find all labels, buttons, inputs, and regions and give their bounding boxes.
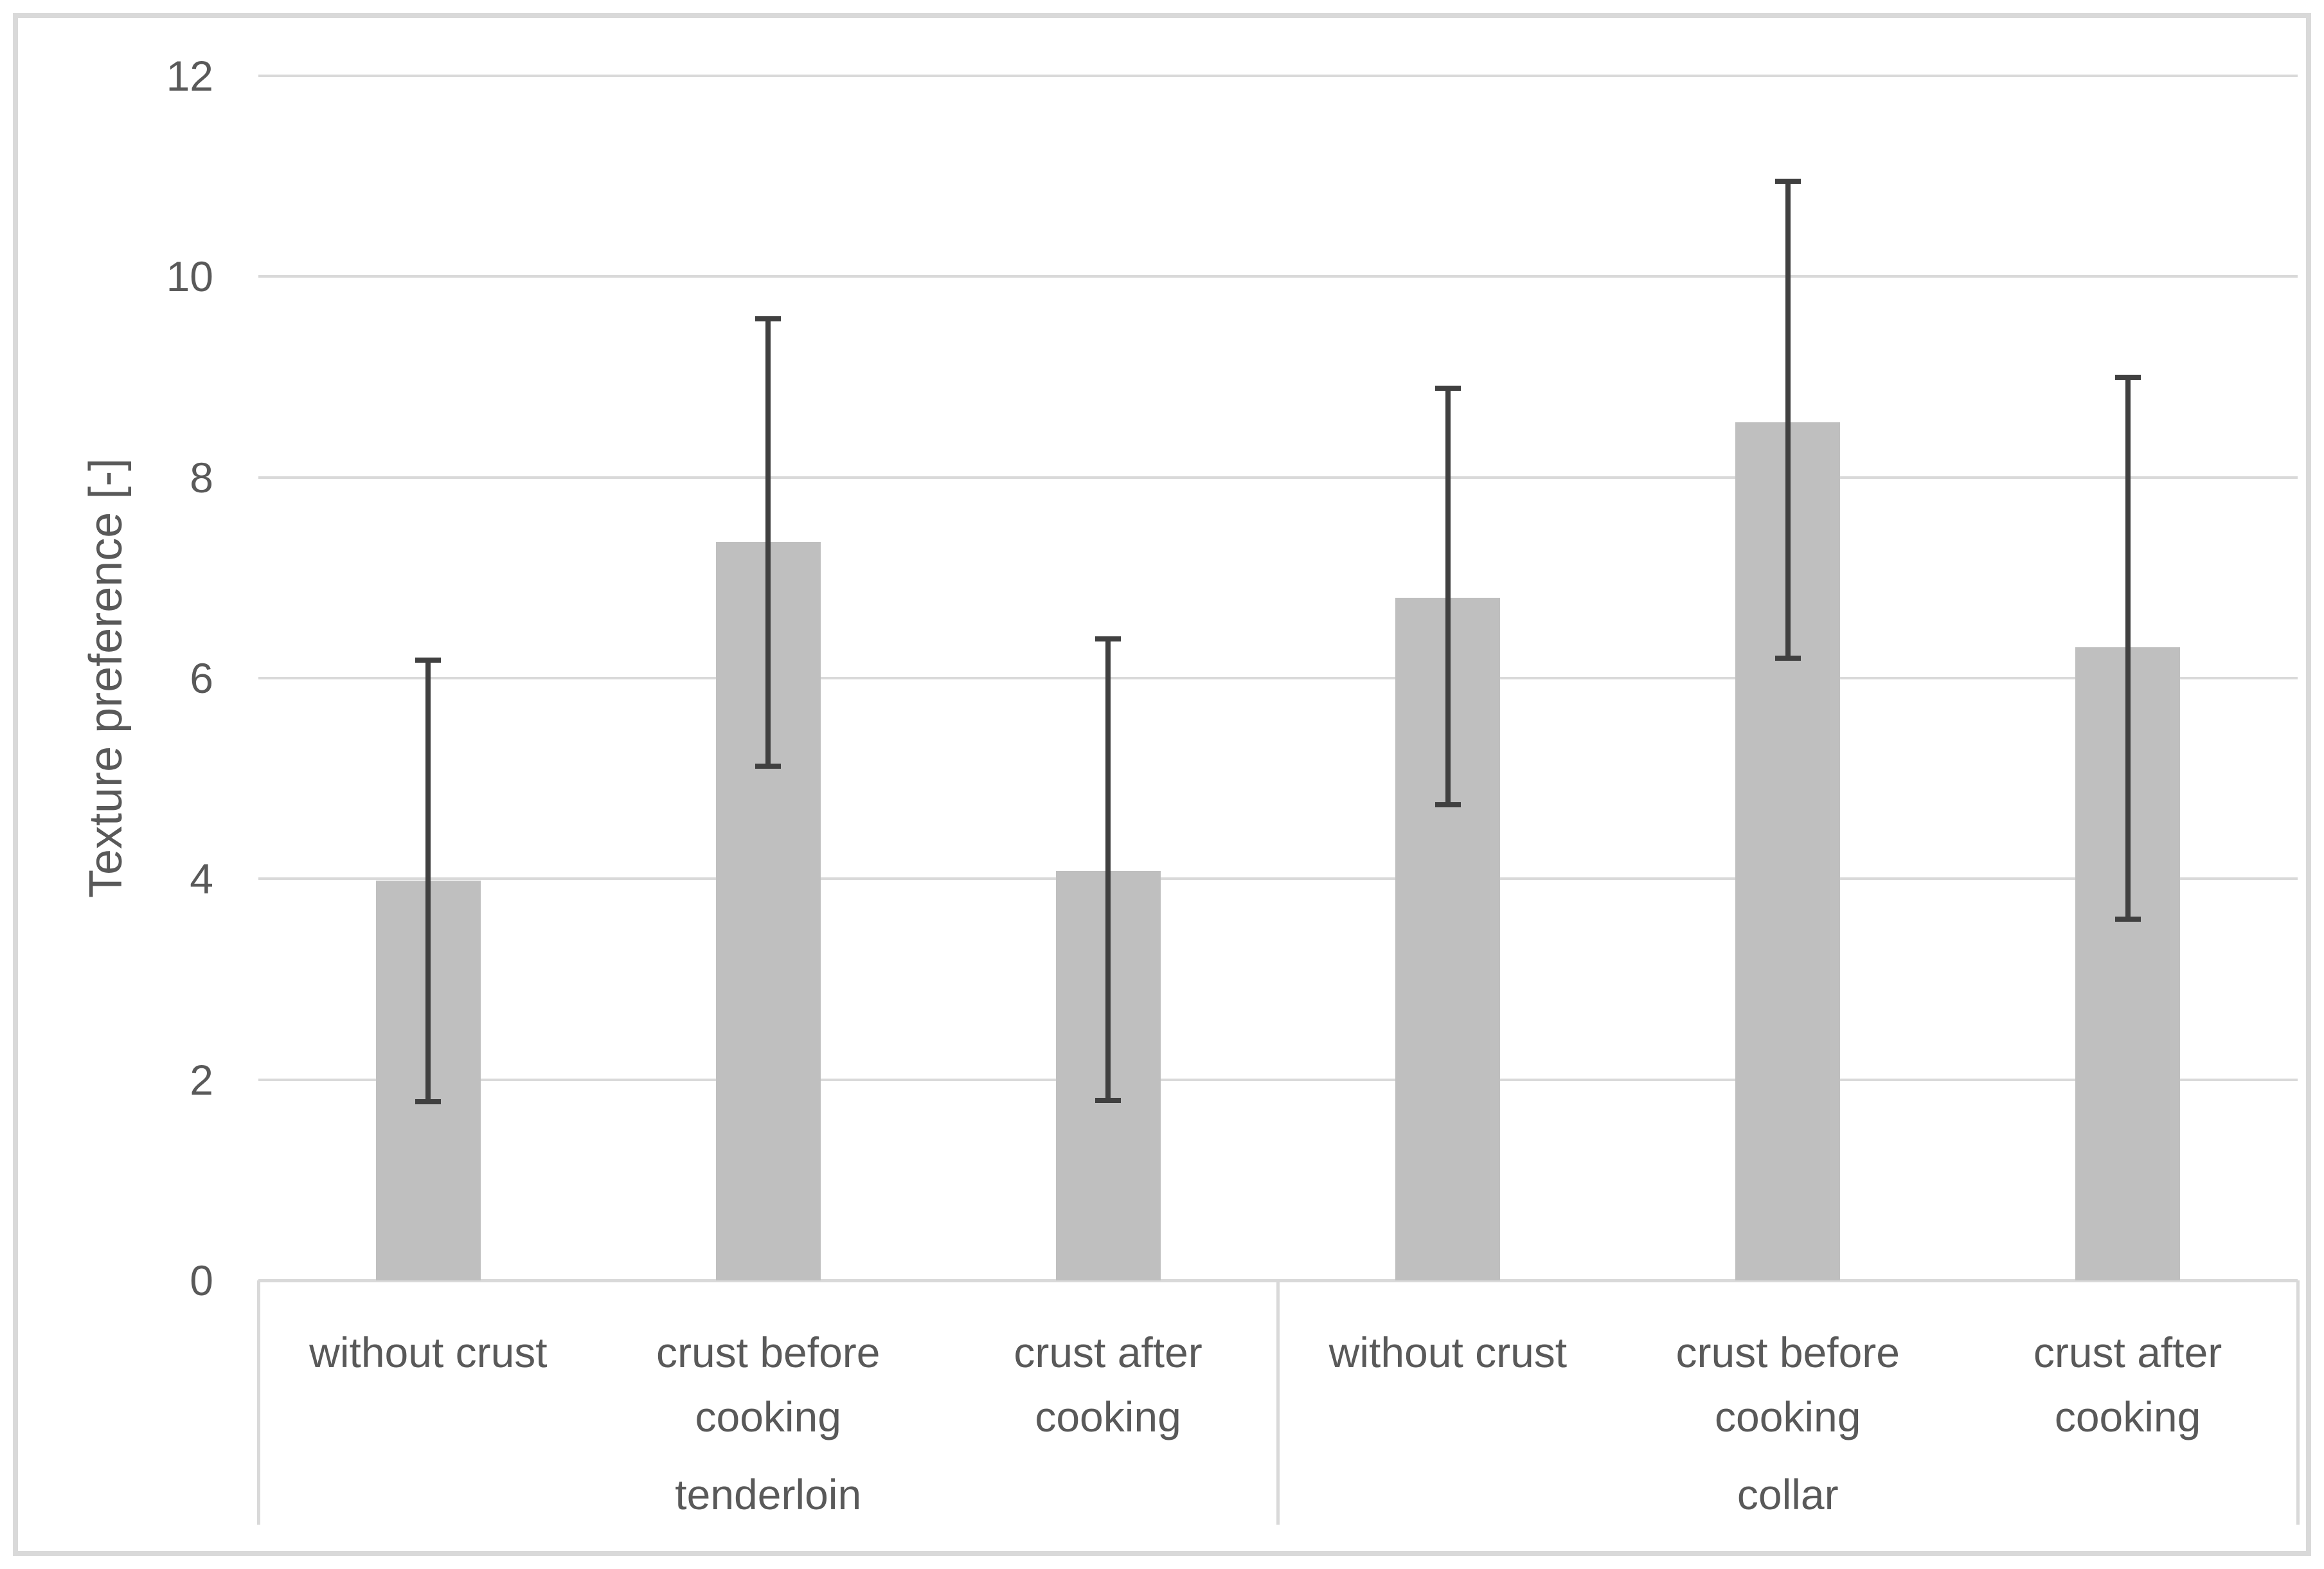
y-tick-label: 2 [190, 1055, 213, 1104]
error-bar-line [425, 659, 431, 1102]
category-label: without crust [1328, 1329, 1568, 1376]
category-label: without crust [309, 1329, 548, 1376]
error-bar-cap-bottom [2114, 916, 2141, 922]
error-bar-cap-bottom [1774, 655, 1801, 661]
category-label: crust after cooking [2033, 1329, 2222, 1440]
y-tick-label: 0 [190, 1257, 213, 1304]
error-bar-cap-top [1435, 385, 1461, 391]
error-bar-cap-top [1774, 178, 1801, 184]
label-box-divider [1276, 1280, 1280, 1525]
error-bar-cap-bottom [415, 1099, 442, 1105]
y-tick-label: 12 [166, 52, 213, 100]
group-label: collar [1737, 1471, 1839, 1518]
error-bar-cap-bottom [755, 764, 782, 769]
error-bar-line [1105, 639, 1111, 1101]
error-bar-cap-top [1095, 636, 1122, 642]
error-bar-cap-bottom [1095, 1098, 1122, 1104]
error-bar-line [1445, 388, 1451, 805]
error-bar-cap-top [755, 316, 782, 321]
error-bar-cap-top [2114, 374, 2141, 380]
error-bar-cap-top [415, 657, 442, 663]
y-tick-label: 4 [190, 855, 213, 903]
category-label: crust before cooking [1676, 1329, 1900, 1440]
y-tick-label: 6 [190, 654, 213, 702]
gridline [258, 877, 2298, 881]
error-bar-line [2125, 377, 2131, 919]
y-tick-label: 10 [166, 253, 213, 301]
category-label: crust after cooking [1014, 1329, 1202, 1440]
label-box-divider [2296, 1280, 2300, 1525]
gridline [258, 75, 2298, 77]
error-bar-line [765, 318, 771, 767]
gridline [258, 476, 2298, 479]
label-box-divider [256, 1280, 260, 1525]
gridline [258, 1078, 2298, 1081]
chart-outer-border [13, 13, 2311, 1556]
group-label: tenderloin [675, 1471, 862, 1518]
category-label: crust before cooking [656, 1329, 880, 1440]
error-bar-line [1785, 181, 1791, 658]
error-bar-cap-bottom [1435, 802, 1461, 807]
gridline [258, 275, 2298, 278]
gridline [258, 677, 2298, 679]
y-tick-label: 8 [190, 453, 213, 501]
